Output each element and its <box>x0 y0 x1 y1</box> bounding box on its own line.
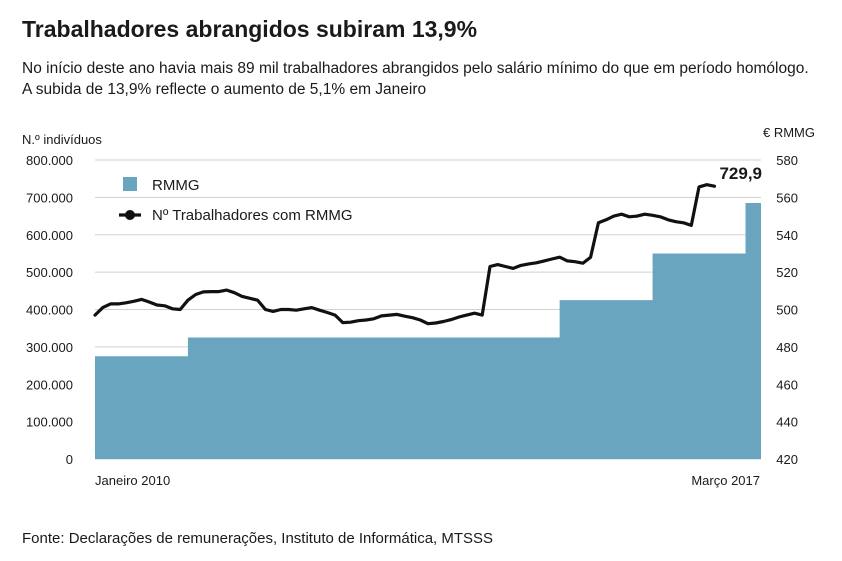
legend-label-workers: Nº Trabalhadores com RMMG <box>152 207 353 224</box>
rmmg-area <box>95 202 761 459</box>
left-tick-label: 500.000 <box>26 265 73 280</box>
legend: RMMG Nº Trabalhadores com RMMG <box>119 177 353 224</box>
left-tick-label: 100.000 <box>26 415 73 430</box>
left-tick-label: 600.000 <box>26 228 73 243</box>
right-tick-label: 440 <box>776 415 798 430</box>
source-note: Fonte: Declarações de remunerações, Inst… <box>22 530 494 547</box>
rmmg-area-series <box>95 202 761 459</box>
right-tick-labels: 580 560 540 520 500 480 460 440 420 <box>776 153 798 467</box>
left-axis-label: N.º indivíduos <box>22 132 102 147</box>
workers-line <box>93 183 717 326</box>
right-tick-label: 500 <box>776 303 798 318</box>
left-tick-label: 400.000 <box>26 303 73 318</box>
x-start-label: Janeiro 2010 <box>95 473 170 488</box>
left-tick-label: 300.000 <box>26 340 73 355</box>
right-tick-label: 580 <box>776 153 798 168</box>
right-tick-label: 540 <box>776 228 798 243</box>
legend-label-rmmg: RMMG <box>152 177 200 194</box>
right-tick-label: 520 <box>776 265 798 280</box>
legend-marker-workers <box>125 210 135 220</box>
left-tick-label: 800.000 <box>26 153 73 168</box>
left-tick-label: 700.000 <box>26 190 73 205</box>
chart-subtitle: No início deste ano havia mais 89 mil tr… <box>22 60 809 98</box>
legend-swatch-rmmg <box>123 177 137 191</box>
left-tick-labels: 800.000 700.000 600.000 500.000 400.000 300.0… <box>26 153 73 467</box>
right-tick-label: 480 <box>776 340 798 355</box>
left-tick-label: 200.000 <box>26 377 73 392</box>
workers-line-series <box>93 183 717 326</box>
right-tick-label: 460 <box>776 377 798 392</box>
right-tick-label: 420 <box>776 452 798 467</box>
x-end-label: Março 2017 <box>691 473 760 488</box>
last-value-callout: 729,9 <box>719 164 762 183</box>
left-tick-label: 0 <box>66 452 73 467</box>
right-tick-label: 560 <box>776 190 798 205</box>
right-axis-label: € RMMG <box>763 125 815 140</box>
chart-title: Trabalhadores abrangidos subiram 13,9% <box>22 16 478 42</box>
